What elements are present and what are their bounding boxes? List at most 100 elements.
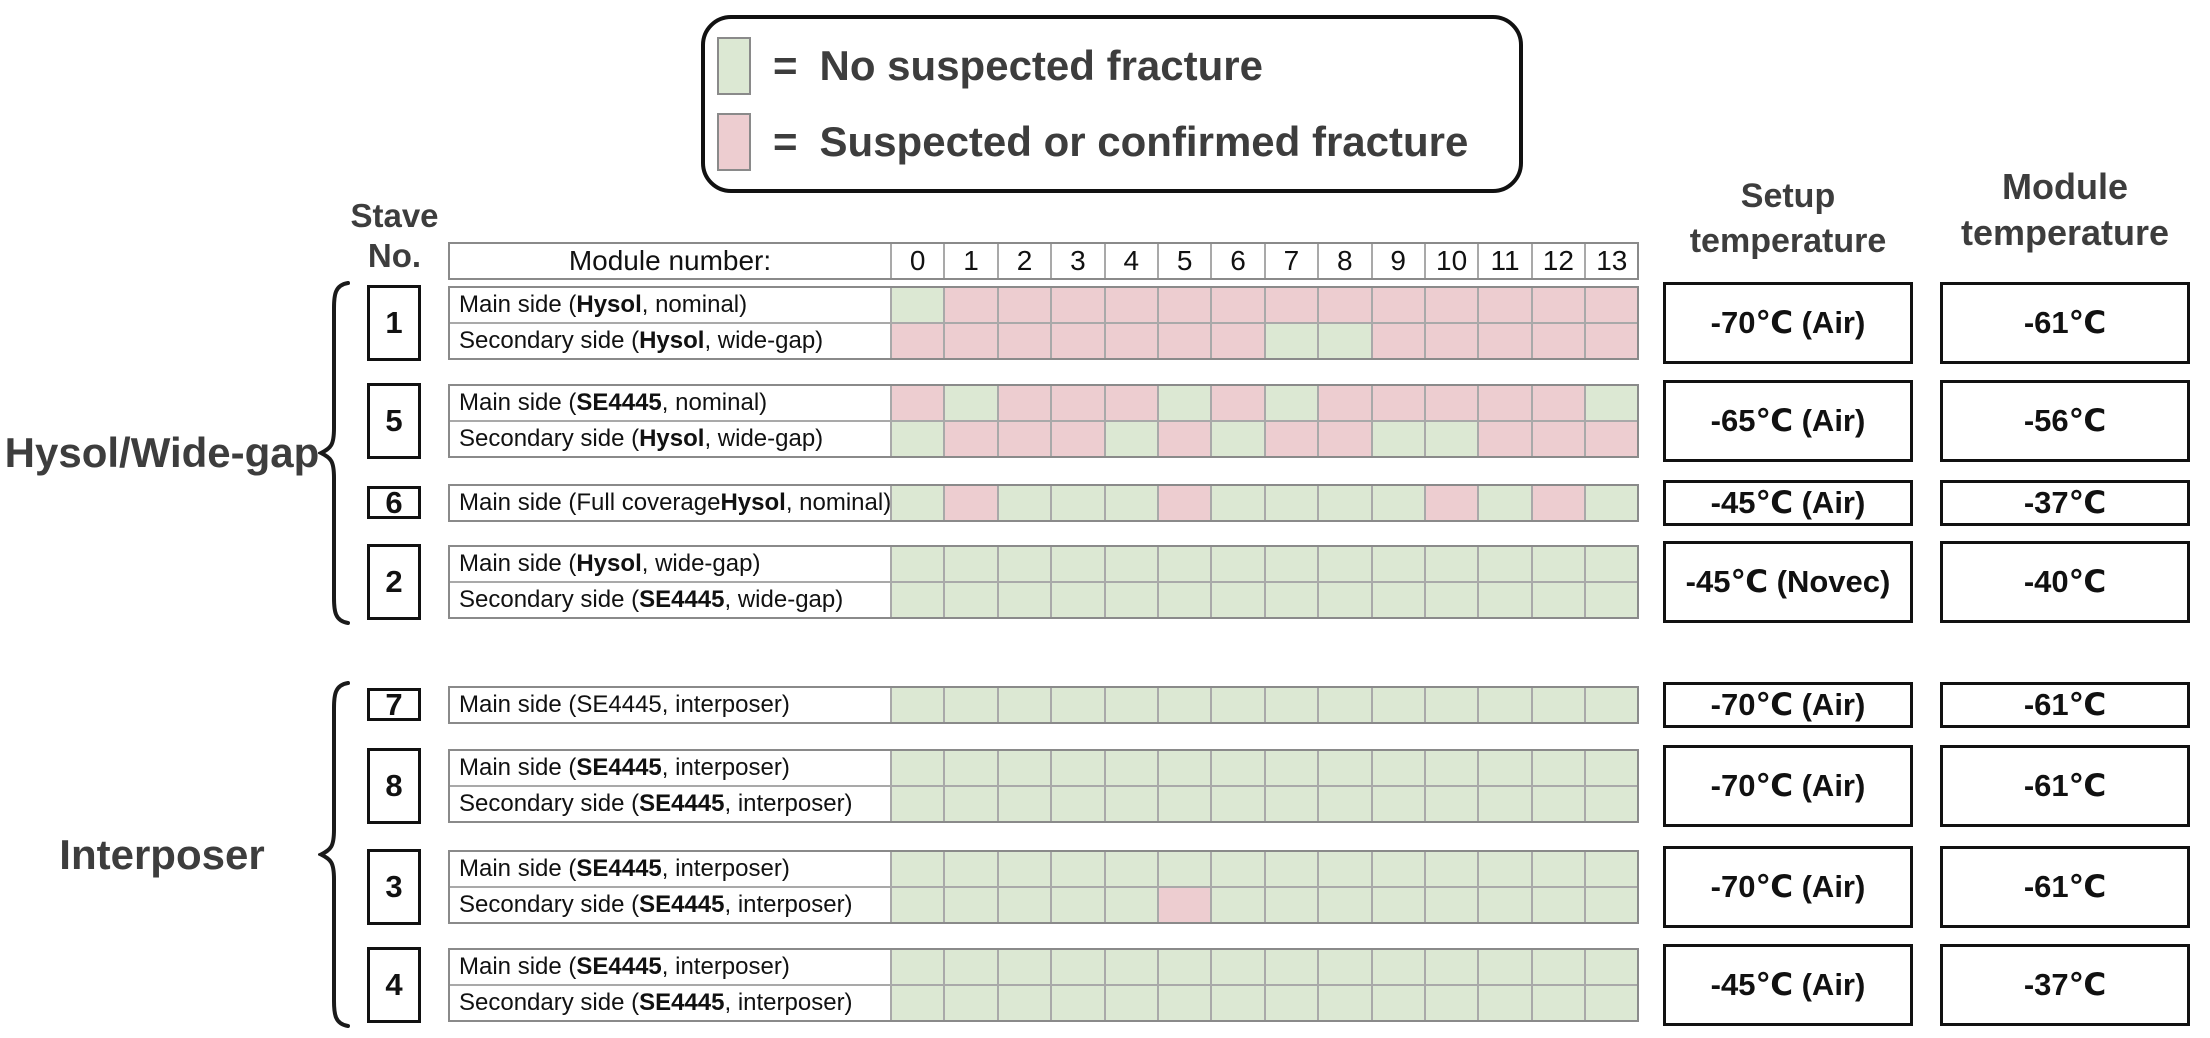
- row-label-stave-8-row-0: Main side (SE4445, interposer): [450, 751, 890, 785]
- module-cell-stave-2-row-1-m10: [1425, 583, 1478, 617]
- module-cell-stave-2-row-1-m1: [945, 583, 997, 617]
- module-cell-stave-8-row-1-m12: [1532, 787, 1585, 821]
- module-cell-stave-1-row-0-m4: [1105, 288, 1157, 322]
- module-cell-stave-5-row-0-m13: [1586, 386, 1638, 420]
- stave-5-block: Main side (SE4445, nominal) Secondary sid…: [448, 384, 1640, 458]
- module-number-label: Module number:: [450, 244, 890, 278]
- legend-item-no-fracture: = No suspected fracture: [717, 37, 1519, 95]
- setup-temperature-stave-5: -65℃ (Air): [1663, 380, 1913, 462]
- module-temperature-stave-8: -61℃: [1940, 745, 2190, 827]
- module-cell-stave-8-row-0-m2: [998, 751, 1051, 785]
- module-cell-stave-3-row-0-m11: [1479, 852, 1531, 886]
- module-cell-stave-2-row-0-m6: [1212, 547, 1264, 581]
- module-cell-stave-7-row-0-m2: [998, 688, 1051, 722]
- setup-temperature-stave-3: -70℃ (Air): [1663, 846, 1913, 928]
- module-cell-stave-3-row-1-m11: [1479, 888, 1531, 922]
- module-cell-stave-8-row-1-m0: [892, 787, 944, 821]
- stave-6-block: Main side (Full coverage Hysol, nominal): [448, 484, 1640, 522]
- module-cell-stave-1-row-1-m9: [1372, 324, 1424, 358]
- module-cell-stave-5-row-0-m6: [1212, 386, 1264, 420]
- module-number-col-11: 11: [1479, 244, 1531, 278]
- module-temperature-stave-5: -56℃: [1940, 380, 2190, 462]
- module-cell-stave-5-row-1-m2: [998, 422, 1051, 456]
- module-cell-stave-4-row-0-m1: [945, 950, 997, 984]
- module-cell-stave-8-row-1-m4: [1105, 787, 1157, 821]
- module-cell-stave-7-row-0-m5: [1158, 688, 1211, 722]
- module-number-header-row: Module number: 0 1 2 3 4 5 6 7 8 9 10 11 12 13: [448, 242, 1640, 280]
- module-cell-stave-5-row-1-m8: [1319, 422, 1371, 456]
- module-number-col-1: 1: [945, 244, 997, 278]
- setup-temperature-header: Setup temperature: [1689, 177, 1887, 260]
- module-cell-stave-3-row-1-m13: [1586, 888, 1638, 922]
- module-cell-stave-5-row-1-m5: [1158, 422, 1211, 456]
- module-cell-stave-3-row-1-m7: [1265, 888, 1318, 922]
- module-cell-stave-5-row-0-m8: [1319, 386, 1371, 420]
- module-cell-stave-6-row-0-m8: [1319, 486, 1371, 520]
- module-cell-stave-3-row-0-m5: [1158, 852, 1211, 886]
- module-cell-stave-3-row-0-m4: [1105, 852, 1157, 886]
- module-cell-stave-3-row-0-m3: [1052, 852, 1104, 886]
- module-cell-stave-6-row-0-m1: [945, 486, 997, 520]
- legend-label: No suspected fracture: [819, 42, 1263, 89]
- module-cell-stave-8-row-1-m7: [1265, 787, 1318, 821]
- module-temperature-stave-2: -40℃: [1940, 541, 2190, 623]
- module-cell-stave-8-row-1-m3: [1052, 787, 1104, 821]
- module-cell-stave-8-row-1-m9: [1372, 787, 1424, 821]
- module-cell-stave-2-row-0-m2: [998, 547, 1051, 581]
- setup-temperature-stave-8: -70℃ (Air): [1663, 745, 1913, 827]
- stave-number-6: 6: [367, 485, 421, 520]
- module-cell-stave-4-row-0-m9: [1372, 950, 1424, 984]
- module-cell-stave-2-row-1-m3: [1052, 583, 1104, 617]
- module-cell-stave-3-row-0-m9: [1372, 852, 1424, 886]
- module-cell-stave-2-row-1-m12: [1532, 583, 1585, 617]
- stave-number-3: 3: [367, 849, 421, 925]
- row-label-stave-4-row-0: Main side (SE4445, interposer): [450, 950, 890, 984]
- module-cell-stave-8-row-1-m11: [1479, 787, 1531, 821]
- module-cell-stave-4-row-1-m11: [1479, 986, 1531, 1020]
- module-cell-stave-4-row-0-m0: [892, 950, 944, 984]
- module-cell-stave-4-row-1-m0: [892, 986, 944, 1020]
- legend: = No suspected fracture = Suspected or c…: [701, 15, 1523, 193]
- module-cell-stave-2-row-0-m8: [1319, 547, 1371, 581]
- module-number-col-5: 5: [1158, 244, 1211, 278]
- module-cell-stave-4-row-1-m5: [1158, 986, 1211, 1020]
- module-cell-stave-1-row-1-m5: [1158, 324, 1211, 358]
- module-cell-stave-6-row-0-m5: [1158, 486, 1211, 520]
- module-cell-stave-8-row-0-m3: [1052, 751, 1104, 785]
- module-cell-stave-8-row-1-m6: [1212, 787, 1264, 821]
- module-cell-stave-1-row-1-m12: [1532, 324, 1585, 358]
- module-cell-stave-2-row-0-m13: [1586, 547, 1638, 581]
- row-label-stave-2-row-1: Secondary side (SE4445, wide-gap): [450, 583, 890, 617]
- row-label-stave-5-row-1: Secondary side (Hysol, wide-gap): [450, 422, 890, 456]
- row-label-stave-5-row-0: Main side (SE4445, nominal): [450, 386, 890, 420]
- module-cell-stave-2-row-1-m4: [1105, 583, 1157, 617]
- module-cell-stave-8-row-0-m11: [1479, 751, 1531, 785]
- module-cell-stave-8-row-0-m8: [1319, 751, 1371, 785]
- stave-number-1: 1: [367, 285, 421, 361]
- stave-number-8: 8: [367, 748, 421, 824]
- module-cell-stave-4-row-1-m2: [998, 986, 1051, 1020]
- module-cell-stave-2-row-0-m11: [1479, 547, 1531, 581]
- module-cell-stave-2-row-0-m7: [1265, 547, 1318, 581]
- module-cell-stave-8-row-1-m5: [1158, 787, 1211, 821]
- module-cell-stave-1-row-1-m13: [1586, 324, 1638, 358]
- module-cell-stave-8-row-0-m4: [1105, 751, 1157, 785]
- module-cell-stave-5-row-0-m4: [1105, 386, 1157, 420]
- legend-item-fracture: = Suspected or confirmed fracture: [717, 113, 1519, 171]
- stave-no-header: Stave No.: [337, 196, 452, 276]
- module-cell-stave-8-row-0-m10: [1425, 751, 1478, 785]
- module-cell-stave-2-row-1-m9: [1372, 583, 1424, 617]
- module-cell-stave-7-row-0-m7: [1265, 688, 1318, 722]
- module-number-col-8: 8: [1319, 244, 1371, 278]
- module-cell-stave-1-row-0-m10: [1425, 288, 1478, 322]
- module-cell-stave-5-row-0-m5: [1158, 386, 1211, 420]
- module-cell-stave-3-row-1-m9: [1372, 888, 1424, 922]
- module-cell-stave-6-row-0-m0: [892, 486, 944, 520]
- module-cell-stave-5-row-1-m1: [945, 422, 997, 456]
- module-cell-stave-3-row-1-m6: [1212, 888, 1264, 922]
- module-cell-stave-7-row-0-m3: [1052, 688, 1104, 722]
- module-cell-stave-4-row-0-m13: [1586, 950, 1638, 984]
- module-number-col-3: 3: [1052, 244, 1104, 278]
- module-cell-stave-7-row-0-m11: [1479, 688, 1531, 722]
- row-label-stave-6-row-0: Main side (Full coverage Hysol, nominal): [450, 486, 891, 520]
